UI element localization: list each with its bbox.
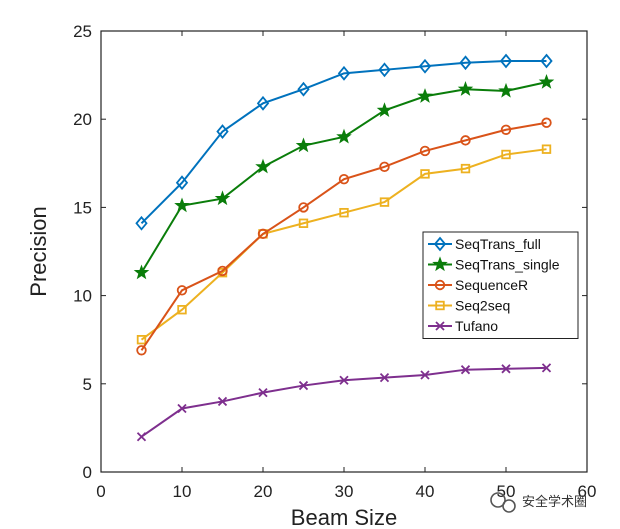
- y-tick-label: 10: [73, 287, 92, 306]
- watermark: 安全学术圈: [490, 492, 587, 513]
- axes: 0 10 20 30 40 50 60 0 5 10 15 20 25 Beam Size Precisio…: [26, 22, 596, 529]
- data-point: [538, 73, 555, 89]
- x-tick-label: 50: [497, 482, 516, 501]
- series-SequenceR: [136, 117, 552, 356]
- legend-marker: [432, 256, 448, 272]
- data-point: [460, 135, 471, 146]
- series-SeqTrans_full: [135, 53, 553, 231]
- y-axis-label: Precision: [26, 206, 51, 296]
- legend-entry: Seq2seq: [428, 298, 510, 314]
- data-point: [500, 124, 512, 135]
- data-point: [540, 53, 553, 69]
- legend-label: SeqTrans_single: [455, 257, 560, 273]
- legend-label: Seq2seq: [455, 298, 510, 314]
- data-point: [217, 265, 228, 277]
- x-tick-label: 20: [254, 482, 273, 501]
- legend-entry: SeqTrans_full: [428, 236, 541, 252]
- data-point: [336, 128, 352, 144]
- watermark-icon: [490, 492, 516, 513]
- x-tick-label: 0: [96, 482, 105, 501]
- legend-label: Tufano: [455, 318, 498, 334]
- y-tick-label: 15: [73, 198, 92, 217]
- series-line: [140, 366, 547, 438]
- data-point: [338, 173, 350, 185]
- x-tick-label: 60: [578, 482, 597, 501]
- data-point: [256, 95, 270, 111]
- series-layer: [133, 53, 555, 442]
- data-point: [339, 375, 349, 385]
- y-tick-label: 25: [73, 22, 92, 41]
- data-point: [457, 81, 474, 96]
- legend-marker: [435, 300, 445, 311]
- data-point: [175, 175, 189, 191]
- x-axis-label: Beam Size: [291, 505, 397, 529]
- data-point: [379, 161, 390, 173]
- data-point: [174, 197, 190, 213]
- legend-entry: SeqTrans_single: [428, 256, 560, 273]
- x-tick-label: 40: [416, 482, 435, 501]
- series-Tufano: [136, 363, 552, 442]
- data-point: [417, 88, 433, 103]
- data-point: [176, 285, 188, 296]
- data-point: [136, 432, 147, 442]
- data-point: [297, 81, 310, 97]
- legend-marker: [435, 321, 445, 331]
- data-point: [498, 82, 514, 98]
- data-point: [460, 163, 471, 174]
- data-point: [295, 137, 312, 153]
- series-SeqTrans_single: [133, 73, 555, 280]
- series-line: [140, 148, 547, 341]
- legend-label: SeqTrans_full: [455, 236, 541, 252]
- data-point: [258, 387, 268, 398]
- data-point: [379, 197, 390, 207]
- data-point: [298, 218, 309, 228]
- y-tick-label: 0: [83, 463, 92, 482]
- series-Seq2seq: [136, 144, 552, 345]
- legend: SeqTrans_full SeqTrans_single SequenceR Seq…: [422, 231, 579, 339]
- data-point: [214, 190, 231, 206]
- data-point: [420, 169, 430, 179]
- data-point: [136, 334, 147, 345]
- data-point: [339, 207, 349, 218]
- x-tick-label: 30: [335, 482, 354, 501]
- data-point: [499, 53, 513, 69]
- data-point: [541, 117, 552, 128]
- data-point: [419, 145, 431, 157]
- data-point: [298, 202, 309, 213]
- legend-label: SequenceR: [455, 277, 528, 293]
- series-line: [140, 59, 547, 224]
- data-point: [257, 228, 269, 240]
- series-line: [140, 121, 547, 351]
- data-point: [501, 364, 511, 374]
- legend-entry: SequenceR: [428, 277, 528, 293]
- data-point: [418, 58, 432, 74]
- data-point: [501, 149, 511, 160]
- data-point: [376, 102, 393, 117]
- data-point: [379, 372, 390, 383]
- data-point: [217, 396, 228, 407]
- data-point: [541, 363, 552, 373]
- y-tick-label: 20: [73, 110, 92, 129]
- data-point: [177, 403, 187, 414]
- watermark-text: 安全学术圈: [522, 494, 587, 510]
- legend-entry: Tufano: [428, 318, 498, 334]
- data-point: [378, 62, 391, 78]
- data-point: [255, 158, 271, 174]
- data-point: [459, 55, 472, 71]
- data-point: [216, 124, 229, 139]
- data-point: [136, 345, 147, 356]
- data-point: [337, 65, 351, 81]
- data-point: [133, 264, 150, 280]
- data-point: [460, 365, 471, 375]
- data-point: [135, 215, 148, 231]
- data-point: [541, 144, 552, 154]
- data-point: [298, 380, 309, 391]
- legend-marker: [433, 236, 447, 252]
- legend-marker: [434, 279, 446, 291]
- data-point: [420, 370, 430, 380]
- x-tick-label: 10: [173, 482, 192, 501]
- y-tick-label: 5: [83, 375, 92, 394]
- data-point: [177, 305, 187, 315]
